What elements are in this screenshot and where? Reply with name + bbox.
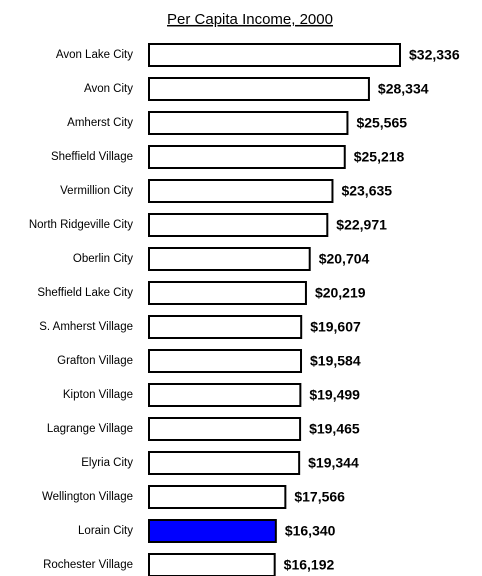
category-label: Oberlin City: [73, 253, 133, 265]
value-label: $32,336: [409, 47, 460, 63]
category-label: Kipton Village: [63, 389, 133, 401]
category-label: Lorain City: [78, 525, 133, 537]
value-label: $19,607: [310, 319, 361, 335]
value-label: $23,635: [341, 183, 392, 199]
value-label: $19,344: [308, 455, 359, 471]
bar: [148, 145, 346, 169]
value-label: $16,340: [285, 523, 336, 539]
chart-title: Per Capita Income, 2000: [167, 11, 333, 28]
bar: [148, 451, 301, 475]
bar: [148, 519, 277, 543]
category-label: Amherst City: [67, 117, 133, 129]
value-label: $19,584: [310, 353, 361, 369]
bar: [148, 553, 276, 576]
value-label: $17,566: [294, 489, 345, 505]
category-label: Lagrange Village: [47, 423, 133, 435]
category-label: Sheffield Village: [51, 151, 133, 163]
bar: [148, 315, 303, 339]
category-label: Sheffield Lake City: [37, 287, 133, 299]
value-label: $16,192: [284, 557, 335, 573]
bar: [148, 349, 303, 373]
bar: [148, 77, 370, 101]
bar: [148, 281, 307, 305]
category-label: Avon Lake City: [56, 49, 133, 61]
bar: [148, 213, 329, 237]
bar: [148, 383, 302, 407]
bar: [148, 417, 302, 441]
value-label: $25,218: [354, 149, 405, 165]
bar: [148, 111, 349, 135]
value-label: $25,565: [356, 115, 407, 131]
value-label: $19,499: [309, 387, 360, 403]
value-label: $20,704: [319, 251, 370, 267]
category-label: North Ridgeville City: [29, 219, 133, 231]
category-label: Rochester Village: [43, 559, 133, 571]
category-label: Elyria City: [81, 457, 133, 469]
value-label: $20,219: [315, 285, 366, 301]
category-label: Wellington Village: [42, 491, 133, 503]
bar: [148, 179, 334, 203]
bar: [148, 485, 287, 509]
category-label: S. Amherst Village: [39, 321, 133, 333]
category-label: Avon City: [84, 83, 133, 95]
value-label: $22,971: [336, 217, 387, 233]
value-label: $19,465: [309, 421, 360, 437]
bar: [148, 43, 401, 67]
value-label: $28,334: [378, 81, 429, 97]
bar: [148, 247, 311, 271]
category-label: Vermillion City: [60, 185, 133, 197]
category-label: Grafton Village: [57, 355, 133, 367]
